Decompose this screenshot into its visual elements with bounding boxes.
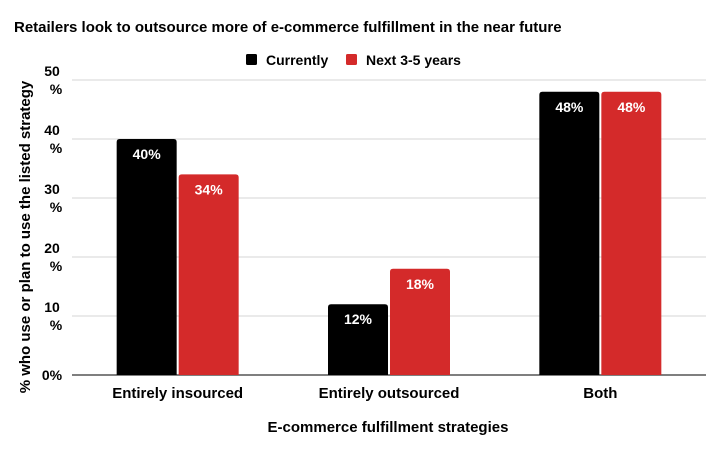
legend-swatch — [346, 54, 357, 65]
y-tick-label: 40 — [44, 122, 60, 138]
legend-label: Next 3-5 years — [366, 52, 461, 68]
bar-currently — [539, 91, 600, 376]
x-axis-categories: Entirely insourced Entirely outsourced Bot… — [112, 385, 617, 402]
y-axis-ticks: 0% 10% 20% 30% 40% 50% — [42, 63, 63, 383]
bar-currently — [116, 139, 177, 375]
bars: 40% 34% 12% 18% 48% 48% — [116, 91, 662, 376]
y-tick-label: 50 — [44, 63, 60, 79]
data-label: 34% — [195, 181, 224, 197]
y-tick-unit: % — [50, 317, 63, 333]
y-tick-unit: % — [50, 81, 63, 97]
data-label: 18% — [406, 276, 435, 292]
bar-next-3-5-years — [601, 91, 662, 376]
legend-label: Currently — [266, 52, 328, 68]
y-tick-unit: % — [50, 199, 63, 215]
data-label: 48% — [555, 99, 584, 115]
y-tick-label: 20 — [44, 240, 60, 256]
y-tick-unit: % — [50, 258, 63, 274]
data-label: 40% — [133, 146, 162, 162]
category-label: Entirely outsourced — [319, 385, 460, 402]
data-label: 12% — [344, 311, 373, 327]
y-tick-label: 10 — [44, 299, 60, 315]
y-tick-label: 0% — [42, 367, 63, 383]
category-label: Both — [583, 385, 617, 402]
bar-next-3-5-years — [178, 174, 239, 375]
y-tick-unit: % — [50, 140, 63, 156]
x-axis-title: E-commerce fulfillment strategies — [268, 419, 509, 436]
category-label: Entirely insourced — [112, 385, 243, 402]
gridlines — [72, 79, 706, 376]
data-label: 48% — [617, 99, 646, 115]
legend: Currently Next 3-5 years — [246, 52, 461, 68]
y-tick-label: 30 — [44, 181, 60, 197]
chart-title: Retailers look to outsource more of e-co… — [14, 19, 562, 36]
y-axis-title: % who use or plan to use the listed stra… — [17, 80, 34, 393]
bar-currently — [328, 304, 388, 375]
bar-next-3-5-years — [390, 268, 450, 375]
legend-swatch — [246, 54, 257, 65]
